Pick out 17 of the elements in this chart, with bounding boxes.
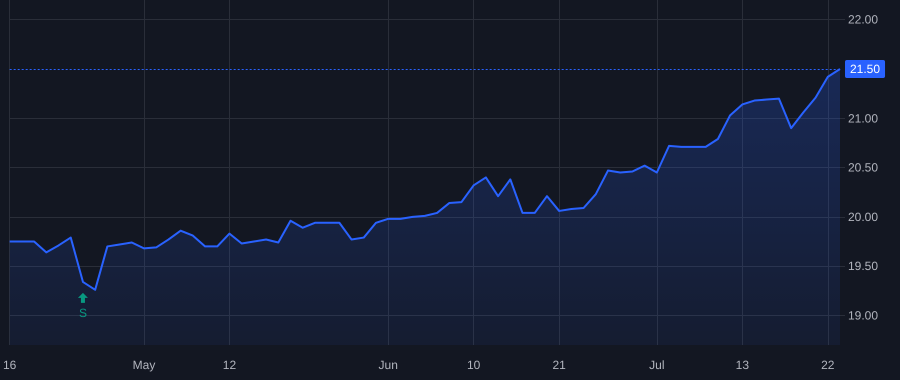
y-tick-label: 20.50 — [848, 160, 878, 175]
x-tick-label: Jun — [378, 358, 398, 372]
y-tick-label: 19.00 — [848, 308, 878, 322]
x-tick-label: 10 — [467, 358, 481, 372]
x-tick-label: 16 — [2, 358, 17, 372]
y-tick-label: 22.00 — [848, 12, 878, 27]
y-tick-label: 19.50 — [848, 259, 878, 274]
x-tick-label: 22 — [821, 358, 835, 372]
y-tick-label: 21.00 — [848, 111, 878, 126]
ref-line-label: 21.50 — [850, 62, 880, 76]
x-tick-label: 13 — [736, 358, 750, 372]
x-tick-label: May — [132, 358, 156, 372]
x-tick-label: 12 — [222, 358, 236, 372]
annotation: S — [78, 306, 87, 320]
x-tick-label: Jul — [649, 358, 665, 372]
y-tick-label: 20.00 — [848, 210, 878, 224]
x-tick-label: 21 — [552, 358, 566, 372]
